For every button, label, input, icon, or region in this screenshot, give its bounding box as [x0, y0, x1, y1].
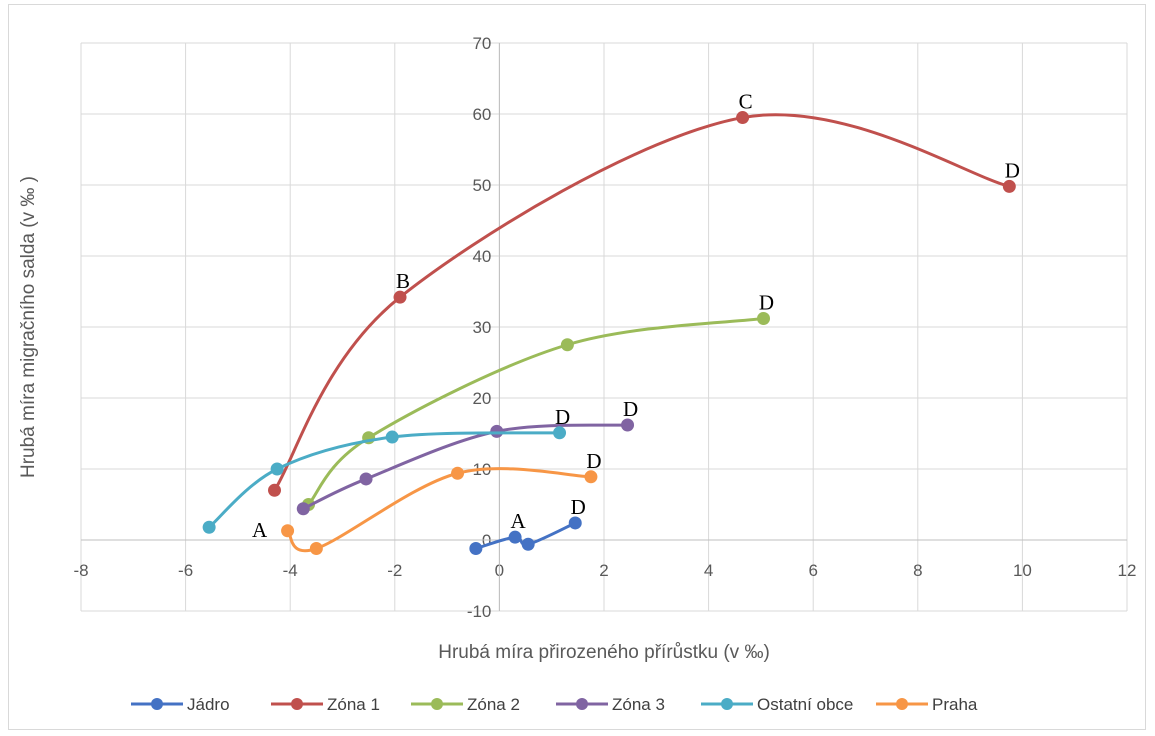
series-j-dro: [469, 516, 582, 556]
legend-label: Ostatní obce: [757, 695, 853, 714]
point-label: D: [586, 449, 601, 473]
series-ostatn-obce: [202, 426, 567, 534]
series-layer: [202, 111, 1016, 556]
data-point: [757, 311, 771, 325]
x-tick-label: 4: [704, 561, 713, 580]
y-tick-label: 40: [472, 247, 491, 266]
y-tick-label: 30: [472, 318, 491, 337]
series-line: [286, 467, 593, 553]
point-label: D: [555, 405, 570, 429]
y-tick-label: 60: [472, 105, 491, 124]
data-point: [296, 502, 310, 516]
point-label: B: [396, 269, 410, 293]
x-tick-label: 10: [1013, 561, 1032, 580]
point-label: D: [571, 495, 586, 519]
y-tick-label: 70: [472, 34, 491, 53]
x-tick-label: -8: [73, 561, 88, 580]
series-line: [307, 316, 766, 506]
data-point: [1002, 179, 1016, 193]
series-z-na-3: [296, 418, 635, 516]
x-axis-title: Hrubá míra přirozeného přírůstku (v ‰): [438, 642, 770, 663]
series-line: [474, 521, 577, 551]
data-point: [553, 426, 567, 440]
x-tick-label: 12: [1118, 561, 1137, 580]
point-label: A: [252, 518, 268, 542]
point-label: D: [623, 397, 638, 421]
data-point: [490, 424, 504, 438]
legend-marker: [576, 698, 588, 710]
legend-label: Zóna 3: [612, 695, 665, 714]
y-tick-label: 20: [472, 389, 491, 408]
series-z-na-2: [302, 311, 771, 511]
data-point: [385, 430, 399, 444]
data-point: [469, 542, 483, 556]
data-point: [451, 466, 465, 480]
legend-label: Jádro: [187, 695, 230, 714]
point-label: D: [759, 290, 774, 314]
data-point: [393, 290, 407, 304]
legend-item-z-na-1: Zóna 1: [271, 695, 380, 714]
legend-item-z-na-3: Zóna 3: [556, 695, 665, 714]
y-tick-label: 50: [472, 176, 491, 195]
point-label: D: [1005, 158, 1020, 182]
data-point: [521, 537, 535, 551]
data-point: [281, 524, 295, 538]
data-point: [359, 472, 373, 486]
data-point: [309, 542, 323, 556]
point-label: A: [511, 509, 527, 533]
legend-marker: [291, 698, 303, 710]
series-z-na-1: [268, 111, 1016, 497]
data-point: [560, 338, 574, 352]
legend-label: Zóna 2: [467, 695, 520, 714]
x-tick-label: -2: [387, 561, 402, 580]
x-tick-label: 6: [808, 561, 817, 580]
x-tick-label: -6: [178, 561, 193, 580]
data-point: [621, 418, 635, 432]
y-tick-label: -10: [467, 602, 492, 621]
series-praha: [281, 466, 598, 556]
grid-layer: [80, 42, 1128, 612]
data-point: [584, 470, 598, 484]
legend-marker: [896, 698, 908, 710]
legend-marker: [721, 698, 733, 710]
legend-item-z-na-2: Zóna 2: [411, 695, 520, 714]
x-tick-label: -4: [283, 561, 298, 580]
legend-item-praha: Praha: [876, 695, 978, 714]
data-point: [568, 516, 582, 530]
legend-label: Zóna 1: [327, 695, 380, 714]
data-point: [202, 520, 216, 534]
series-line: [273, 113, 1011, 492]
data-point: [736, 111, 750, 125]
data-point: [508, 530, 522, 544]
legend-label: Praha: [932, 695, 978, 714]
legend: Jádro Zóna 1 Zóna 2 Zóna 3 Ostatní obce Praha: [131, 695, 978, 714]
legend-marker: [431, 698, 443, 710]
y-axis-title: Hrubá míra migračního salda (v ‰ ): [18, 176, 39, 478]
legend-marker: [151, 698, 163, 710]
data-point: [270, 462, 284, 476]
legend-item-ostatn-obce: Ostatní obce: [701, 695, 853, 714]
x-tick-label: 8: [913, 561, 922, 580]
series-line: [207, 431, 562, 529]
point-label: C: [739, 90, 753, 114]
x-tick-label: 2: [599, 561, 608, 580]
legend-item-j-dro: Jádro: [131, 695, 230, 714]
series-line: [301, 423, 630, 511]
data-point: [268, 483, 282, 497]
